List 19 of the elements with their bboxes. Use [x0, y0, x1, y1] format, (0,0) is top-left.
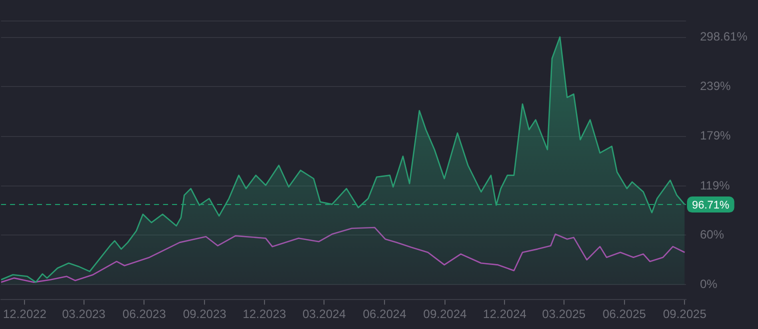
x-tick-label: 09.2024 [423, 307, 467, 322]
x-tick-label: 12.2022 [2, 307, 47, 322]
y-tick-label: 298.61% [700, 30, 748, 44]
x-tick-label: 03.2024 [302, 307, 346, 322]
y-tick-label: 179% [700, 128, 732, 143]
x-tick-label: 09.2025 [662, 307, 707, 322]
x-tick-label: 06.2023 [122, 307, 166, 322]
y-tick-label: 239% [700, 78, 732, 93]
y-tick-label: 0% [700, 277, 718, 291]
ref-line-label: 96.71% [692, 200, 730, 212]
y-tick-label: 60% [700, 227, 724, 242]
x-tick-label: 12.2023 [242, 307, 286, 322]
y-tick-label: 119% [700, 178, 730, 192]
x-tick-label: 03.2023 [62, 307, 106, 322]
x-tick-label: 06.2025 [602, 307, 646, 322]
x-tick-label: 09.2023 [182, 307, 227, 322]
x-tick-label: 12.2024 [483, 307, 527, 322]
x-tick-label: 06.2024 [362, 307, 407, 322]
x-tick-label: 03.2025 [542, 307, 586, 322]
